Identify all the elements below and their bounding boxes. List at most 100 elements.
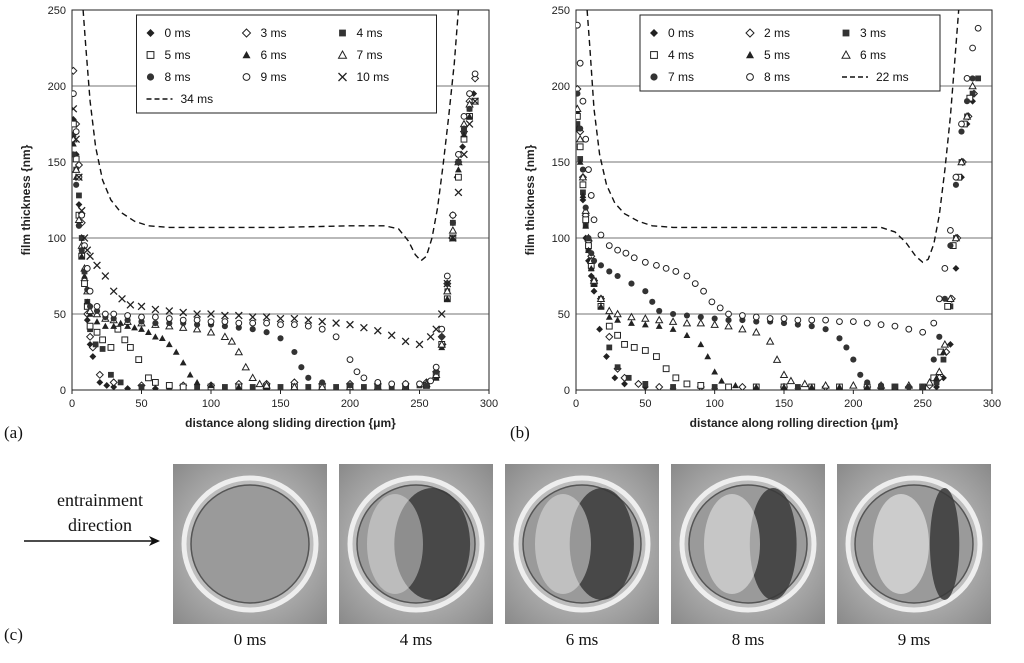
data-point: [86, 322, 94, 330]
data-point: [248, 373, 257, 382]
data-point: [109, 287, 118, 296]
data-point: [81, 272, 88, 279]
series-10-ms: [72, 97, 479, 349]
data-point: [850, 356, 857, 363]
data-point: [582, 216, 590, 224]
interferogram-frame: 0 ms: [173, 464, 327, 649]
x-tick-label: 150: [775, 398, 793, 410]
data-point: [78, 235, 85, 241]
legend-label: 2 ms: [764, 26, 790, 40]
data-point: [605, 313, 613, 320]
panel-label-a: (a): [4, 423, 23, 442]
data-point: [975, 75, 982, 82]
data-point: [683, 380, 691, 388]
data-point: [919, 383, 926, 390]
data-point: [124, 322, 131, 329]
data-point: [465, 120, 474, 128]
data-point: [108, 371, 114, 378]
data-point: [670, 384, 676, 390]
data-point: [437, 310, 446, 318]
data-point: [628, 280, 635, 287]
legend-label: 22 ms: [876, 70, 909, 84]
legend-swatch: [242, 51, 251, 59]
data-point: [590, 287, 598, 295]
data-point: [221, 311, 229, 320]
data-point: [193, 316, 201, 324]
data-point: [449, 211, 457, 219]
data-point: [290, 382, 299, 390]
data-point: [249, 384, 256, 390]
data-point: [178, 323, 188, 331]
data-point: [333, 384, 339, 390]
data-point: [255, 379, 264, 388]
series-group: [576, 10, 982, 390]
data-point: [117, 379, 124, 386]
data-point: [443, 295, 451, 302]
data-point: [277, 335, 284, 342]
data-point: [83, 298, 91, 305]
data-point: [165, 341, 173, 348]
data-point: [905, 325, 913, 333]
x-axis-label: distance along sliding direction {μm}: [185, 416, 396, 430]
data-point: [940, 339, 950, 348]
data-point: [780, 383, 788, 390]
data-point: [627, 312, 636, 321]
legend-swatch: [745, 28, 755, 38]
data-point: [725, 383, 732, 390]
data-point: [605, 306, 614, 315]
data-point: [401, 337, 410, 346]
data-point: [374, 383, 381, 390]
data-point: [670, 310, 677, 318]
data-point: [241, 362, 250, 371]
data-point: [152, 313, 159, 321]
data-point: [454, 188, 463, 197]
data-point: [653, 353, 660, 360]
legend-swatch: [746, 73, 754, 81]
data-point: [732, 382, 739, 389]
interferogram-frame: 8 ms: [671, 464, 825, 649]
x-tick-label: 250: [913, 398, 931, 410]
data-point: [808, 323, 815, 330]
legend-swatch: [339, 29, 346, 37]
data-point: [117, 319, 125, 326]
data-point: [683, 312, 690, 319]
series-9-ms: [72, 70, 479, 388]
data-point: [649, 298, 656, 305]
data-point: [86, 287, 94, 295]
data-point: [752, 383, 760, 390]
data-point: [172, 348, 180, 355]
legend-label: 34 ms: [181, 92, 214, 106]
data-point: [613, 309, 622, 318]
data-point: [103, 382, 111, 389]
data-point: [905, 383, 912, 390]
legend-swatch: [242, 73, 251, 81]
y-tick-label: 50: [54, 309, 66, 321]
legend-label: 9 ms: [261, 70, 287, 84]
series-8-ms: [72, 105, 473, 390]
data-point: [423, 382, 430, 389]
data-point: [179, 316, 187, 324]
data-point: [110, 310, 118, 318]
data-point: [448, 225, 458, 234]
series-group: [72, 10, 480, 390]
data-point: [724, 321, 733, 330]
data-point: [249, 326, 256, 333]
data-point: [124, 317, 131, 324]
legend-label: 6 ms: [261, 48, 287, 62]
y-tick-label: 0: [60, 385, 66, 397]
legend-box: [136, 14, 437, 114]
data-point: [114, 325, 122, 333]
data-point: [85, 332, 95, 341]
data-point: [958, 120, 965, 128]
data-point: [346, 356, 354, 363]
data-point: [318, 382, 327, 390]
data-point: [940, 356, 947, 363]
data-point: [426, 332, 435, 341]
data-point: [800, 379, 810, 388]
data-point: [179, 308, 188, 317]
legend-label: 3 ms: [261, 26, 287, 40]
data-point: [794, 321, 801, 328]
data-point: [642, 288, 649, 295]
y-tick-label: 50: [558, 309, 570, 321]
data-point: [318, 317, 327, 326]
